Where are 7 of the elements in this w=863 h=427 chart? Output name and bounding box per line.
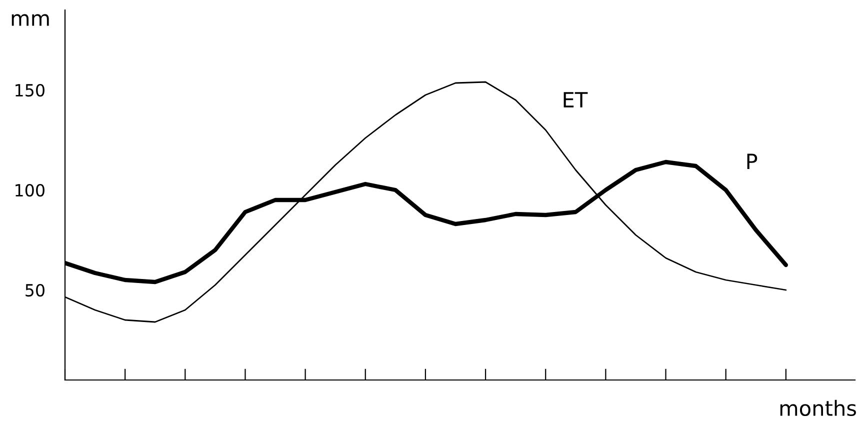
y-tick-label: 100 [16, 184, 44, 197]
series-label: ET [564, 92, 588, 108]
y-tick-label: 150 [16, 84, 44, 97]
y-tick-label: 50 [26, 284, 44, 297]
x-axis-title: months [780, 400, 856, 416]
y-axis-title: mm [12, 14, 49, 26]
series-label: P [747, 154, 758, 169]
